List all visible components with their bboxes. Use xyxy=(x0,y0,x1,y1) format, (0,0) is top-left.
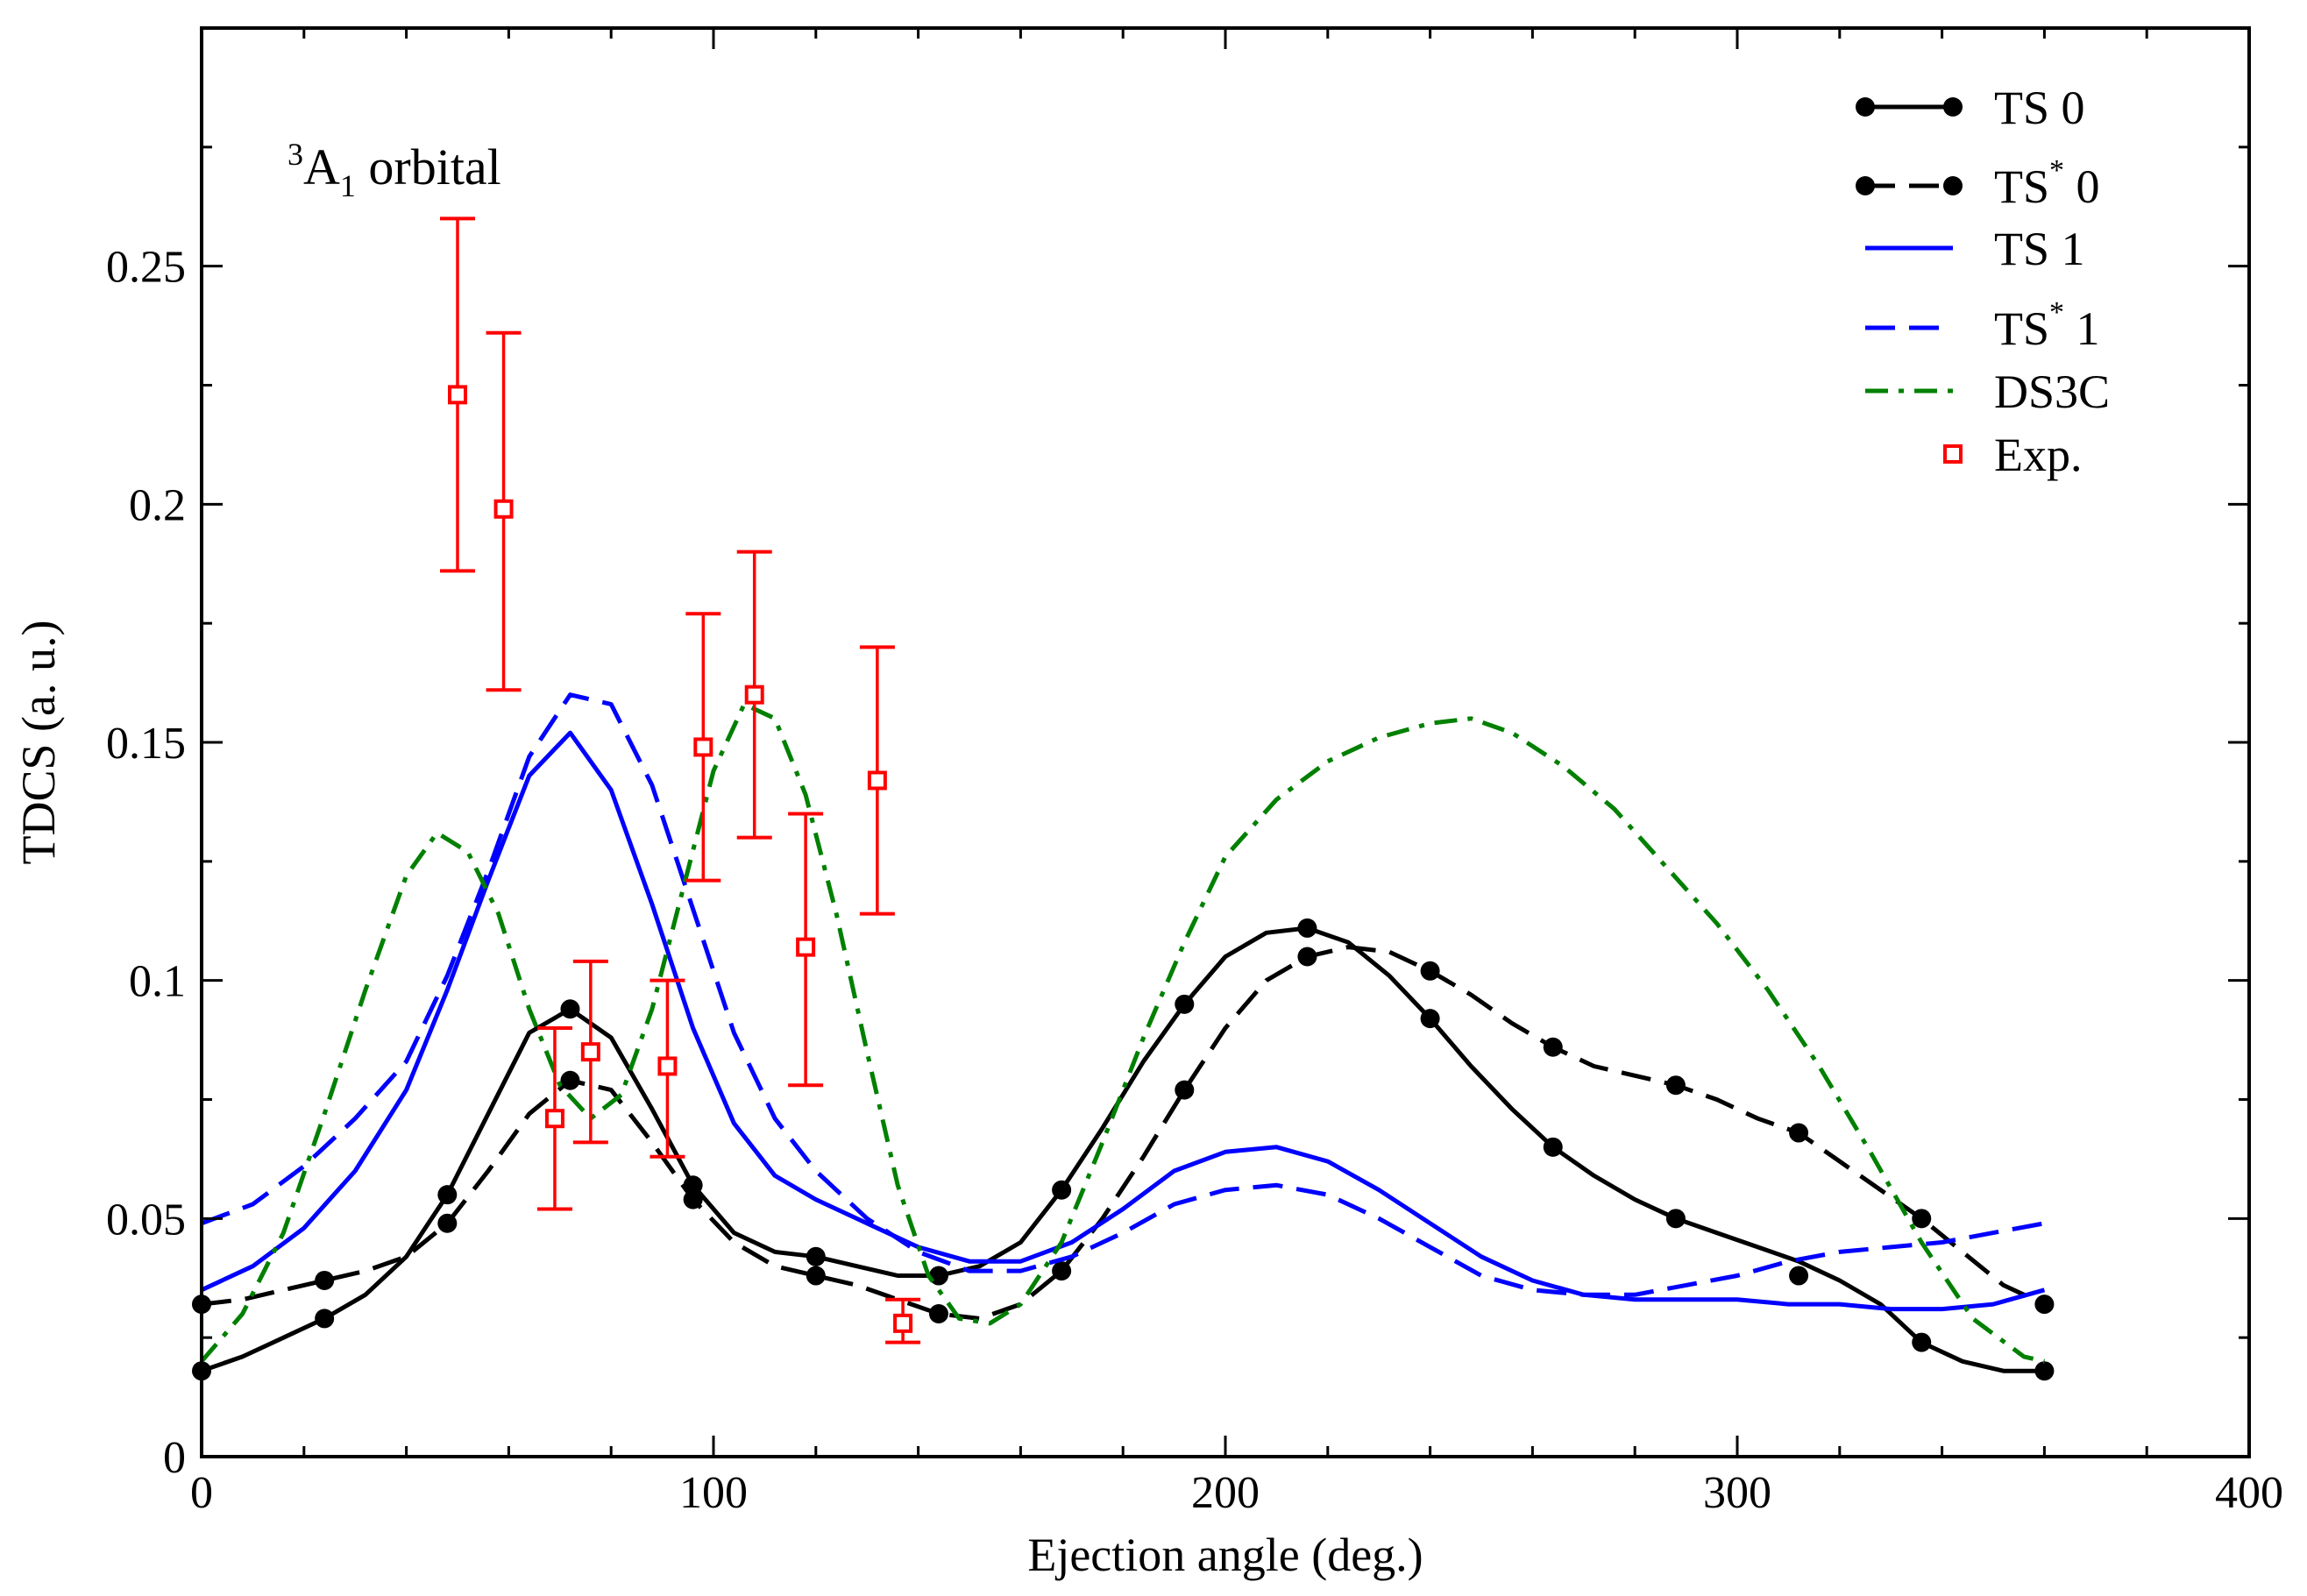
legend-label: TS 0 xyxy=(1994,82,2085,134)
series-point-ts-0 xyxy=(1420,1009,1440,1029)
series-point-ts-0 xyxy=(806,1246,826,1266)
exp-point xyxy=(796,937,816,957)
series-point-ts-0 xyxy=(1912,1332,1932,1352)
series-point-ts-0 xyxy=(1665,1209,1686,1229)
legend-label: TS 1 xyxy=(1994,223,2085,275)
series-point-ts-star-0 xyxy=(806,1266,826,1286)
legend-exp-marker xyxy=(1943,444,1963,464)
legend-label: TS* 0 xyxy=(1994,154,2100,213)
exp-point xyxy=(693,737,713,757)
y-tick-label: 0.15 xyxy=(106,719,186,769)
series-point-ts-0 xyxy=(1789,1266,1809,1286)
legend-label-sup: * xyxy=(2049,154,2064,187)
legend-label: TS* 1 xyxy=(1994,296,2100,355)
series-point-ts-star-0 xyxy=(1052,1261,1072,1281)
series-point-ts-star-0 xyxy=(437,1213,458,1233)
exp-point xyxy=(544,1109,564,1129)
series-point-ts-0 xyxy=(1175,994,1195,1014)
series-point-ts-0 xyxy=(560,999,580,1019)
exp-point xyxy=(657,1056,678,1076)
y-tick-label: 0.05 xyxy=(106,1195,186,1245)
legend-label: DS3C xyxy=(1994,365,2110,418)
x-tick-label: 100 xyxy=(679,1468,748,1518)
x-tick-label: 200 xyxy=(1191,1468,1260,1518)
legend-label-base: TS xyxy=(1994,160,2049,213)
series-point-ts-star-0 xyxy=(1543,1037,1563,1057)
legend-marker xyxy=(1856,176,1875,195)
series-line-ts-1 xyxy=(200,730,2046,1312)
series-line-ts-star-1 xyxy=(201,692,2045,1297)
series-point-ts-star-0 xyxy=(560,1070,580,1090)
series-point-ts-0 xyxy=(1297,918,1317,938)
orbital-annotation-base: A xyxy=(303,138,340,195)
orbital-annotation: 3A1 orbital xyxy=(287,137,501,203)
series-line-ds3c xyxy=(200,702,2045,1364)
legend-label-sup: * xyxy=(2049,296,2064,329)
series-point-ts-0 xyxy=(928,1266,948,1286)
y-tick-label: 0.25 xyxy=(106,243,186,293)
legend-label-suffix: 1 xyxy=(2049,223,2085,275)
legend-label-base: DS3C xyxy=(1994,365,2110,418)
y-tick-label: 0.2 xyxy=(129,480,186,530)
exp-point xyxy=(893,1313,913,1333)
series-point-ts-star-0 xyxy=(1297,947,1317,967)
series-line-ts-star-0 xyxy=(201,945,2046,1321)
orbital-annotation-sub: 1 xyxy=(340,168,356,203)
series-point-ts-0 xyxy=(437,1185,458,1205)
series-point-ts-star-0 xyxy=(315,1270,335,1290)
y-tick-label: 0 xyxy=(163,1433,186,1483)
legend-label-base: TS xyxy=(1994,82,2049,134)
legend-marker xyxy=(1856,97,1875,117)
orbital-annotation-text: orbital xyxy=(356,138,501,195)
legend-marker xyxy=(1943,176,1963,195)
series-point-ts-star-0 xyxy=(2034,1295,2055,1315)
series-point-ts-0 xyxy=(1052,1180,1072,1200)
exp-point xyxy=(493,499,514,519)
exp-point xyxy=(867,770,887,791)
exp-point xyxy=(580,1042,600,1062)
exp-point xyxy=(744,685,764,705)
legend-label-suffix: 1 xyxy=(2064,302,2100,355)
series-point-ts-star-0 xyxy=(928,1304,948,1323)
series-point-ts-star-0 xyxy=(683,1189,703,1209)
series-point-ts-star-0 xyxy=(1175,1080,1195,1100)
x-tick-label: 400 xyxy=(2215,1468,2283,1518)
y-axis-label: TDCS (a. u.) xyxy=(12,621,65,865)
series-point-ts-0 xyxy=(1543,1137,1563,1157)
series-point-ts-star-0 xyxy=(1912,1209,1932,1229)
series-point-ts-star-0 xyxy=(1420,961,1440,981)
legend-label-suffix: 0 xyxy=(2049,82,2085,134)
series-line-ts-0 xyxy=(201,926,2045,1373)
exp-point xyxy=(448,385,467,405)
legend-label-suffix: 0 xyxy=(2064,160,2100,213)
x-tick-label: 300 xyxy=(1703,1468,1771,1518)
series-point-ts-star-0 xyxy=(1789,1123,1809,1143)
y-tick-label: 0.1 xyxy=(129,957,186,1007)
legend-label: Exp. xyxy=(1994,429,2083,481)
legend-marker xyxy=(1943,97,1963,117)
x-axis-label: Ejection angle (deg.) xyxy=(1027,1529,1423,1581)
legend-label-base: TS xyxy=(1994,302,2049,355)
series-point-ts-star-0 xyxy=(1665,1075,1686,1096)
legend-label-base: TS xyxy=(1994,223,2049,275)
orbital-annotation-sup: 3 xyxy=(287,137,303,172)
series-point-ts-0 xyxy=(315,1309,335,1329)
series-point-ts-0 xyxy=(2034,1361,2055,1381)
x-tick-label: 0 xyxy=(190,1468,213,1518)
